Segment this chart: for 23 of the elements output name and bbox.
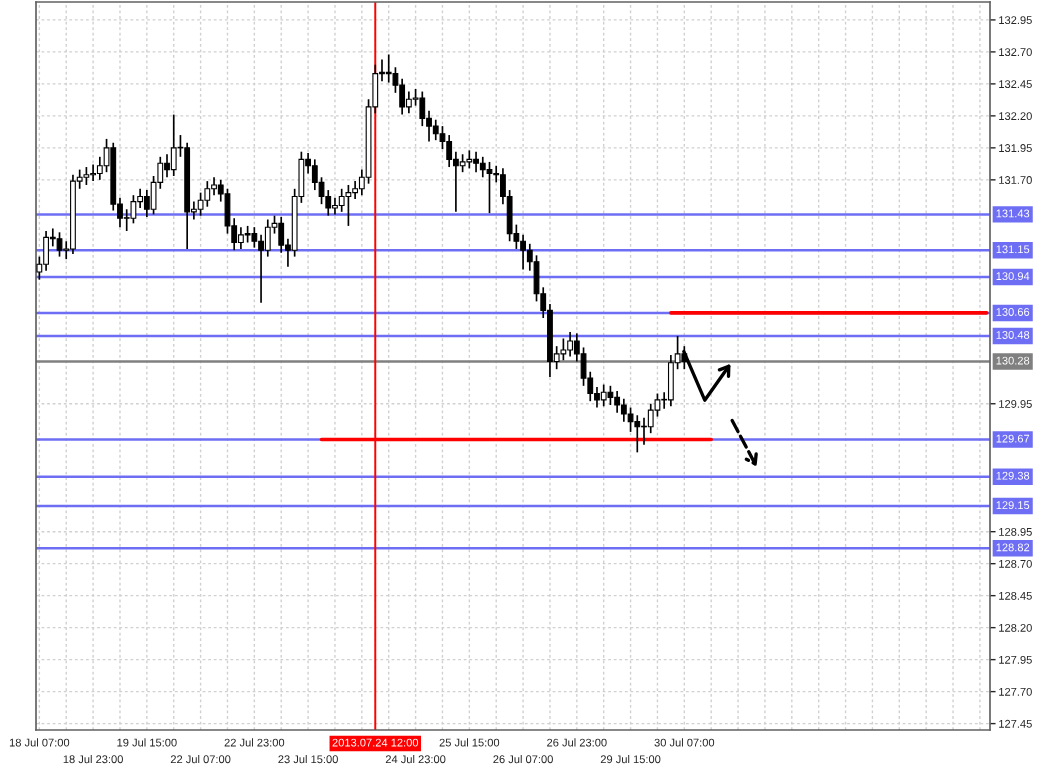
candlestick <box>405 90 412 115</box>
candlestick <box>560 337 567 362</box>
candlestick <box>143 189 150 218</box>
candlestick <box>123 208 130 232</box>
candlestick <box>170 113 177 177</box>
candlestick <box>486 161 493 214</box>
candlestick <box>164 153 170 179</box>
candlestick <box>600 383 607 408</box>
candlestick <box>607 384 614 406</box>
candlestick <box>432 118 439 142</box>
candlestick <box>473 150 479 174</box>
candlestick <box>204 180 211 208</box>
candlestick <box>634 414 641 454</box>
candlestick <box>567 331 574 358</box>
candlestick <box>614 390 621 414</box>
candlestick <box>466 149 473 170</box>
candlestick <box>56 231 63 258</box>
candlestick <box>130 194 137 225</box>
candlestick <box>238 226 244 250</box>
candlestick <box>43 230 49 272</box>
candlestick <box>345 184 352 227</box>
candlestick <box>258 234 264 304</box>
candlestick <box>90 163 97 182</box>
